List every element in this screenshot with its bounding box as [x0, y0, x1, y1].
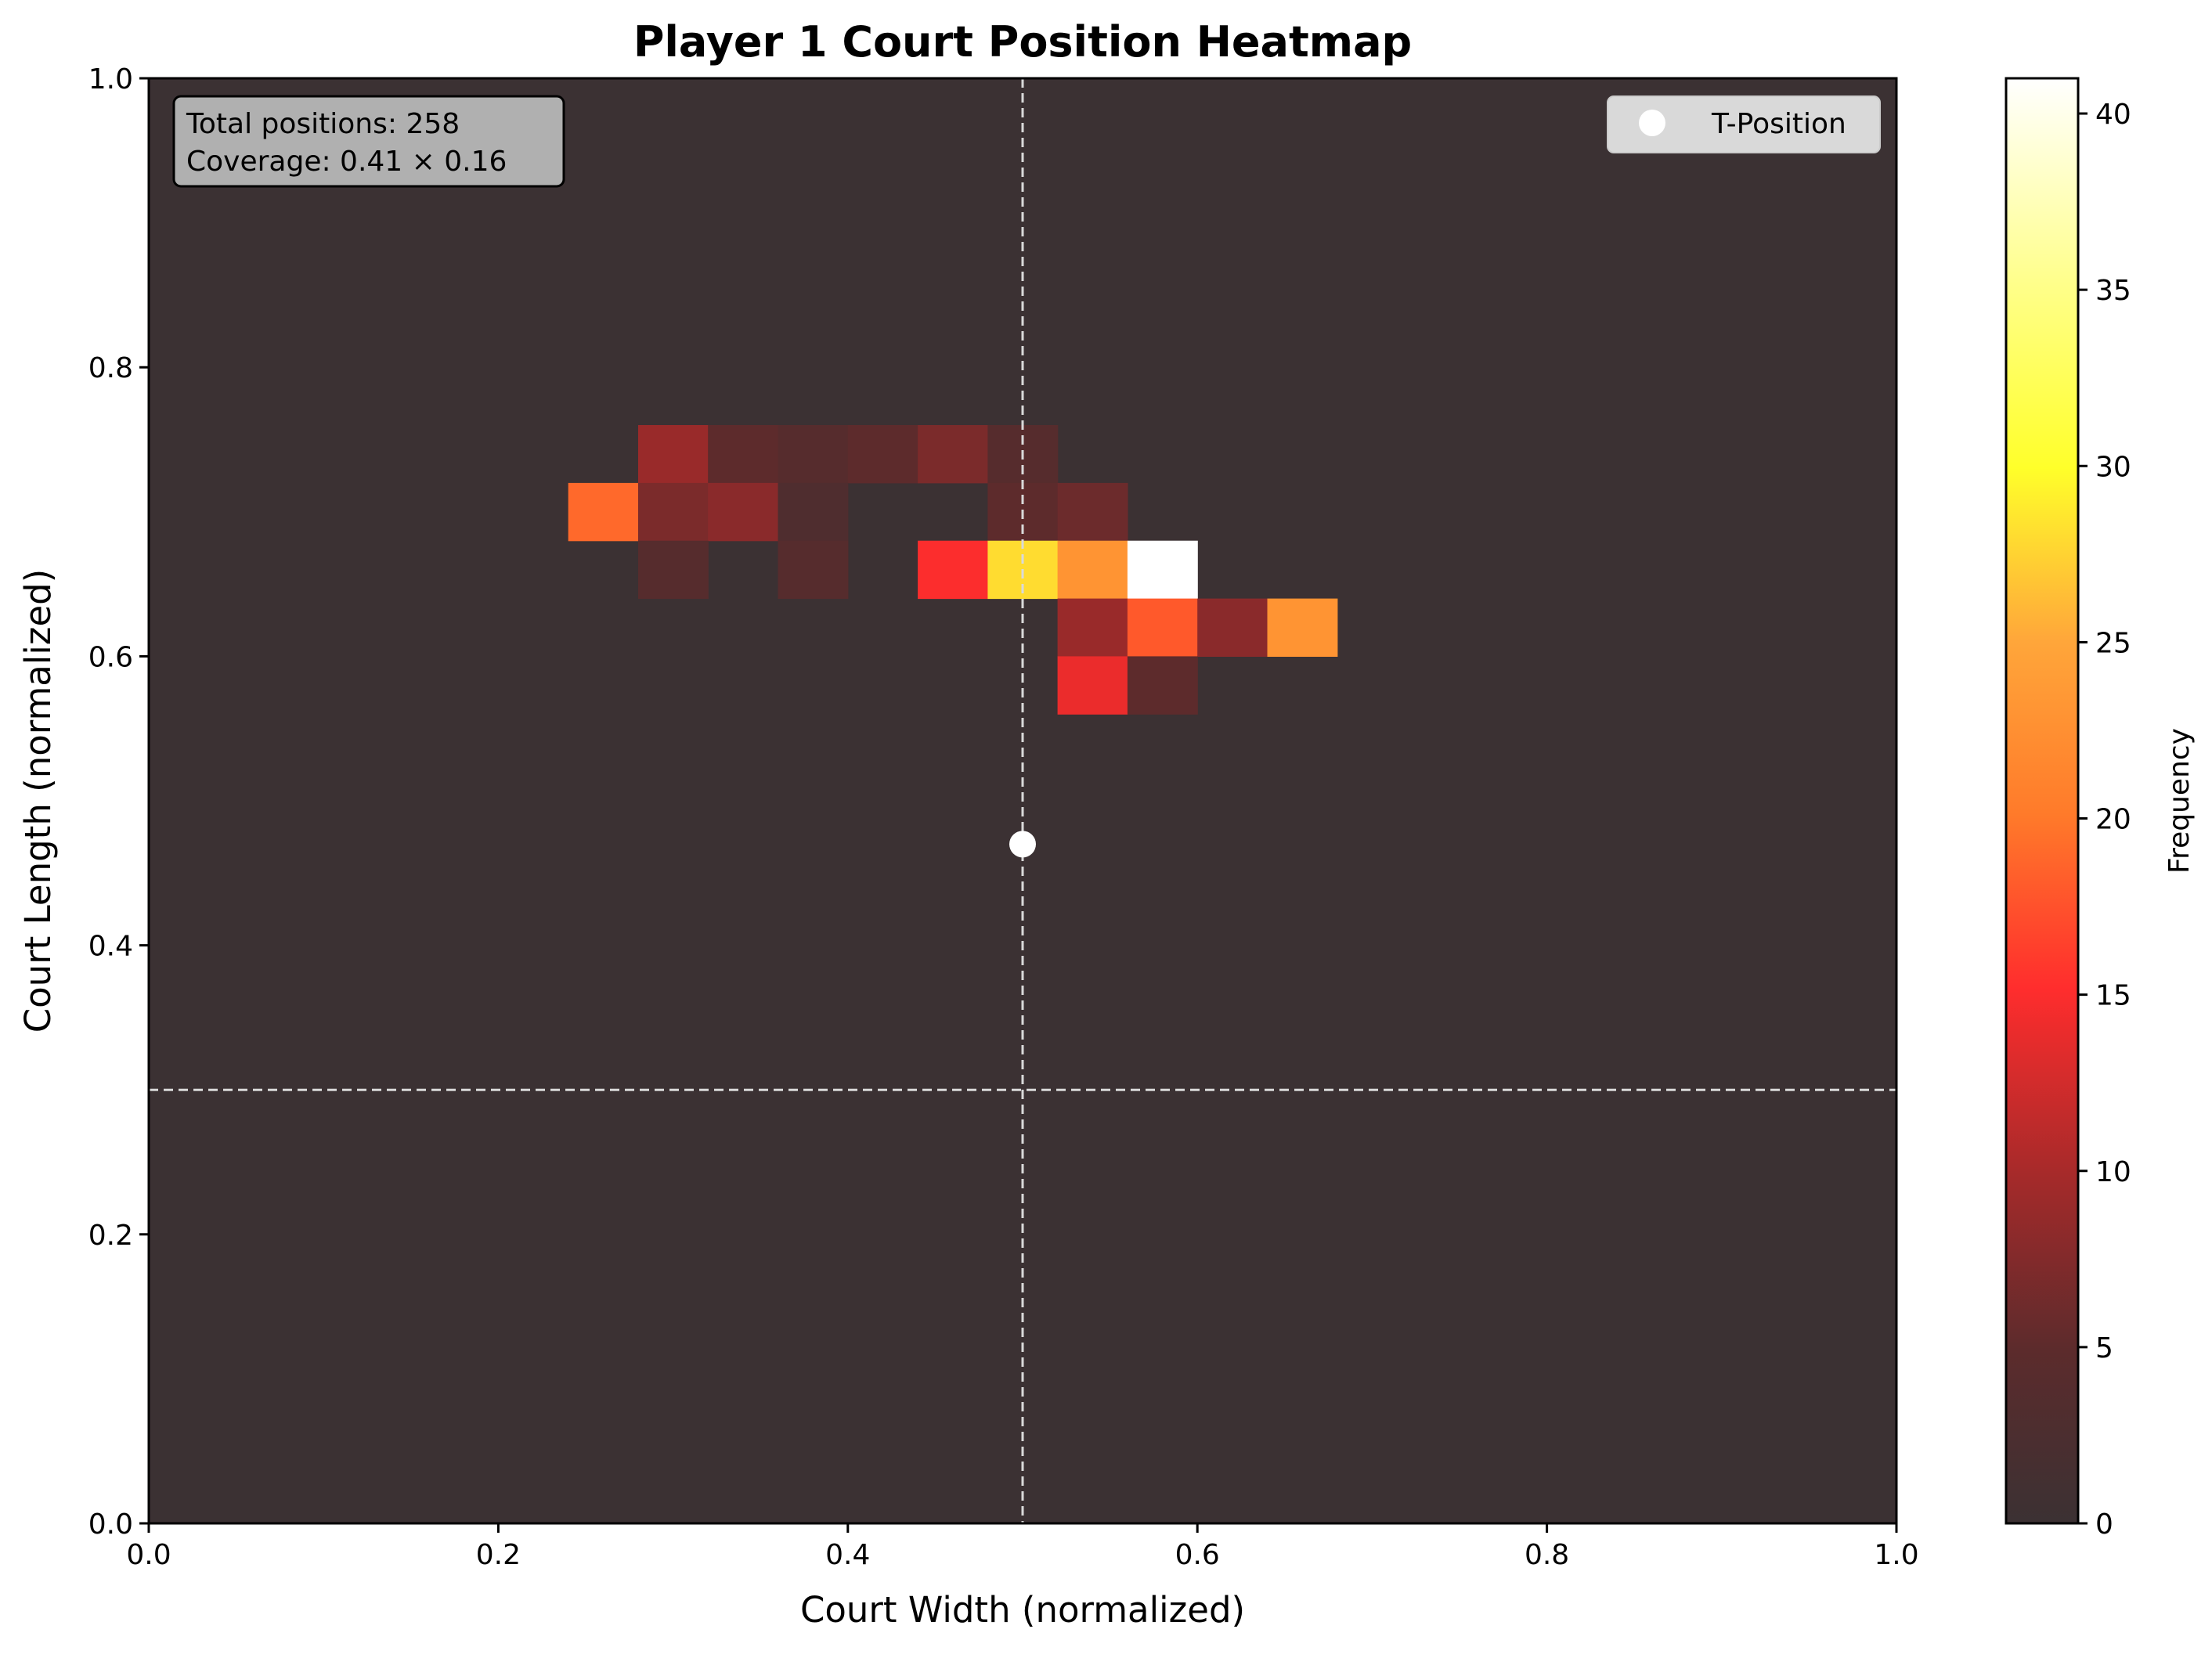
x-axis-ticks: 0.0 0.2 0.4 0.6 0.8 1.0 [126, 1523, 1919, 1571]
heatmap-cell [638, 482, 709, 542]
x-tick-label: 0.0 [126, 1539, 171, 1571]
legend-t-position-marker [1639, 110, 1665, 136]
legend: T-Position [1607, 96, 1881, 153]
heatmap-cell [1267, 598, 1338, 657]
y-tick-label: 0.6 [88, 641, 133, 673]
x-tick-label: 0.8 [1525, 1539, 1569, 1571]
y-tick-label: 0.2 [88, 1220, 133, 1252]
colorbar-tick-label: 25 [2095, 627, 2131, 659]
heatmap-cell [778, 482, 849, 542]
t-position-marker [1009, 831, 1036, 858]
legend-t-position-label: T-Position [1711, 108, 1846, 140]
heatmap-cell [1127, 598, 1198, 657]
x-tick-label: 1.0 [1874, 1539, 1918, 1571]
heatmap-cell [568, 482, 639, 542]
heatmap-cell [638, 540, 709, 600]
stats-coverage: Coverage: 0.41 × 0.16 [186, 146, 507, 178]
heatmap-cell [1057, 482, 1128, 542]
heatmap-cell [778, 425, 849, 484]
y-tick-label: 0.8 [88, 352, 133, 384]
heatmap-cell [918, 425, 988, 484]
colorbar-tick-label: 15 [2095, 980, 2131, 1012]
colorbar-label: Frequency [2163, 728, 2196, 874]
colorbar-tick-label: 40 [2095, 99, 2131, 131]
colorbar [2005, 77, 2080, 1525]
colorbar-tick-label: 5 [2095, 1332, 2113, 1364]
heatmap-cell [1057, 598, 1128, 657]
colorbar-tick-label: 35 [2095, 275, 2131, 307]
y-axis-label: Court Length (normalized) [17, 569, 59, 1033]
y-tick-label: 0.4 [88, 931, 133, 963]
colorbar-tick-label: 20 [2095, 804, 2131, 836]
heatmap-cell [918, 540, 988, 600]
heatmap-cell [638, 425, 709, 484]
stats-total-positions: Total positions: 258 [186, 108, 460, 140]
heatmap-cell [708, 425, 779, 484]
x-tick-label: 0.6 [1175, 1539, 1220, 1571]
y-tick-label: 1.0 [88, 63, 133, 96]
stats-box: Total positions: 258 Coverage: 0.41 × 0.… [172, 95, 565, 188]
colorbar-ticks: 0 5 10 15 20 25 30 35 40 [2078, 99, 2131, 1541]
colorbar-tick-label: 10 [2095, 1156, 2131, 1188]
colorbar-tick-label: 0 [2095, 1508, 2113, 1541]
colorbar-tick-label: 30 [2095, 451, 2131, 483]
heatmap-cells [568, 425, 1338, 715]
x-tick-label: 0.4 [825, 1539, 870, 1571]
chart-title: Player 1 Court Position Heatmap [633, 17, 1412, 67]
x-axis-label: Court Width (normalized) [800, 1589, 1245, 1631]
y-tick-label: 0.0 [88, 1508, 133, 1541]
heatmap-cell [847, 425, 918, 484]
x-tick-label: 0.2 [476, 1539, 521, 1571]
heatmap-cell [708, 482, 779, 542]
plot-frame [147, 77, 1898, 1525]
heatmap-cell [1057, 656, 1128, 715]
heatmap-cell [1197, 598, 1268, 657]
heatmap-cell [778, 540, 849, 600]
y-axis-ticks: 0.0 0.2 0.4 0.6 0.8 1.0 [88, 63, 149, 1541]
heatmap-cell [1127, 540, 1198, 600]
heatmap-cell [1057, 540, 1128, 600]
heatmap-cell [1127, 656, 1198, 715]
